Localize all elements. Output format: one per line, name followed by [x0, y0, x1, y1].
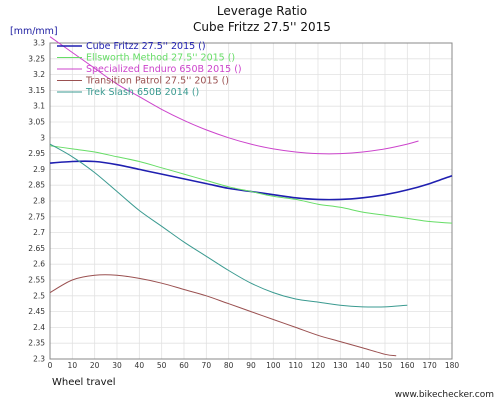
series-line-4	[49, 274, 397, 357]
x-tick-label: 170	[423, 361, 438, 370]
y-tick-label: 2.9	[33, 165, 45, 174]
y-tick-label: 2.55	[28, 276, 45, 285]
y-axis-unit-label: [mm/mm]	[10, 26, 58, 37]
series-line-3	[49, 36, 419, 155]
x-tick-label: 120	[311, 361, 326, 370]
y-tick-label: 2.4	[33, 323, 45, 332]
legend-label-4: Transition Patrol 27.5'' 2015 ()	[85, 76, 229, 87]
y-tick-label: 2.45	[28, 307, 45, 316]
y-tick-label: 3.3	[33, 39, 45, 48]
x-tick-label: 0	[48, 361, 53, 370]
chart-subtitle: Cube Fritzz 27.5'' 2015	[193, 20, 331, 34]
y-tick-label: 2.8	[33, 197, 45, 206]
x-tick-label: 60	[179, 361, 189, 370]
chart-title: Leverage Ratio	[217, 4, 307, 18]
y-tick-label: 2.5	[33, 291, 45, 300]
y-tick-label: 2.85	[28, 181, 45, 190]
x-axis-label: Wheel travel	[52, 377, 116, 388]
legend-label-3: Specialized Enduro 650B 2015 ()	[86, 64, 242, 75]
grid-lines	[49, 42, 453, 360]
x-tick-label: 40	[135, 361, 145, 370]
plot-area-frame	[49, 42, 453, 360]
x-tick-label: 20	[90, 361, 100, 370]
legend-label-1: Cube Fritzz 27.5'' 2015 ()	[86, 41, 206, 52]
y-tick-label: 3.1	[33, 102, 45, 111]
x-tick-label: 130	[333, 361, 348, 370]
x-tick-label: 100	[266, 361, 281, 370]
x-tick-label: 150	[378, 361, 393, 370]
y-tick-label: 3.15	[28, 86, 45, 95]
series-line-2	[49, 145, 453, 224]
watermark-text: www.bikechecker.com	[395, 390, 494, 400]
y-tick-label: 2.65	[28, 244, 45, 253]
y-tick-label: 2.6	[33, 260, 45, 269]
y-tick-label: 2.3	[33, 355, 45, 364]
x-tick-label: 180	[445, 361, 460, 370]
y-tick-label: 2.35	[28, 339, 45, 348]
legend-label-2: Ellsworth Method 27.5'' 2015 ()	[86, 53, 235, 64]
y-tick-label: 3.2	[33, 70, 45, 79]
x-tick-label: 110	[289, 361, 304, 370]
x-tick-label: 160	[400, 361, 415, 370]
y-tick-label: 3.05	[28, 118, 45, 127]
x-tick-label: 80	[224, 361, 234, 370]
x-tick-label: 50	[157, 361, 167, 370]
y-tick-label: 2.95	[28, 149, 45, 158]
series-line-5	[49, 143, 408, 308]
x-tick-label: 30	[112, 361, 122, 370]
x-tick-label: 90	[246, 361, 256, 370]
y-tick-label: 3	[40, 133, 45, 142]
x-tick-label: 140	[356, 361, 371, 370]
y-tick-label: 3.25	[28, 54, 45, 63]
y-tick-label: 2.75	[28, 212, 45, 221]
legend: Cube Fritzz 27.5'' 2015 ()Ellsworth Meth…	[57, 41, 242, 98]
legend-label-5: Trek Slash 650B 2014 ()	[85, 87, 199, 98]
series-lines	[49, 36, 453, 357]
y-tick-label: 2.7	[33, 228, 45, 237]
y-axis-ticks: 2.3 2.35 2.4 2.45 2.5 2.55 2.6 2.65 2.7 2.75 2.8 2.…	[28, 39, 45, 364]
x-axis-ticks: 0 10 20 30 40 50 60 70 80 90 100 110 120 130 140 150 160…	[48, 361, 460, 370]
x-tick-label: 10	[68, 361, 78, 370]
x-tick-label: 70	[202, 361, 212, 370]
